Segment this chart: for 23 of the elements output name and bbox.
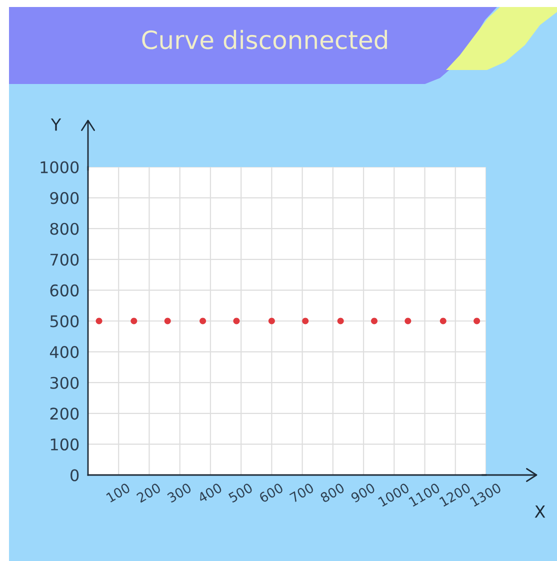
- y-tick-label: 0: [70, 469, 79, 482]
- y-tick-label: 300: [50, 376, 79, 389]
- x-tick-label: 900: [350, 482, 376, 503]
- chart-title: Curve disconnected: [142, 30, 387, 50]
- x-tick-label: 400: [197, 482, 223, 504]
- x-axis-title: X: [534, 506, 546, 518]
- x-tick-label: 100: [106, 482, 131, 503]
- y-tick-label: 500: [50, 315, 79, 328]
- x-tick-label: 700: [289, 482, 314, 503]
- x-tick-label: 500: [228, 482, 254, 503]
- y-tick-label: 800: [50, 222, 79, 235]
- x-tick-label: 300: [166, 482, 192, 503]
- y-tick-label: 600: [50, 284, 79, 296]
- x-tick-label: 600: [258, 482, 284, 503]
- y-tick-label: 100: [50, 438, 79, 450]
- y-tick-label: 900: [50, 192, 79, 204]
- y-tick-label: 400: [50, 346, 79, 358]
- y-tick-label: 1000: [40, 161, 79, 174]
- y-tick-label: 200: [50, 408, 79, 420]
- y-tick-label: 700: [50, 254, 79, 266]
- x-tick-label: 200: [136, 482, 162, 503]
- y-axis-title: Y: [50, 118, 62, 131]
- x-tick-label: 800: [320, 482, 345, 503]
